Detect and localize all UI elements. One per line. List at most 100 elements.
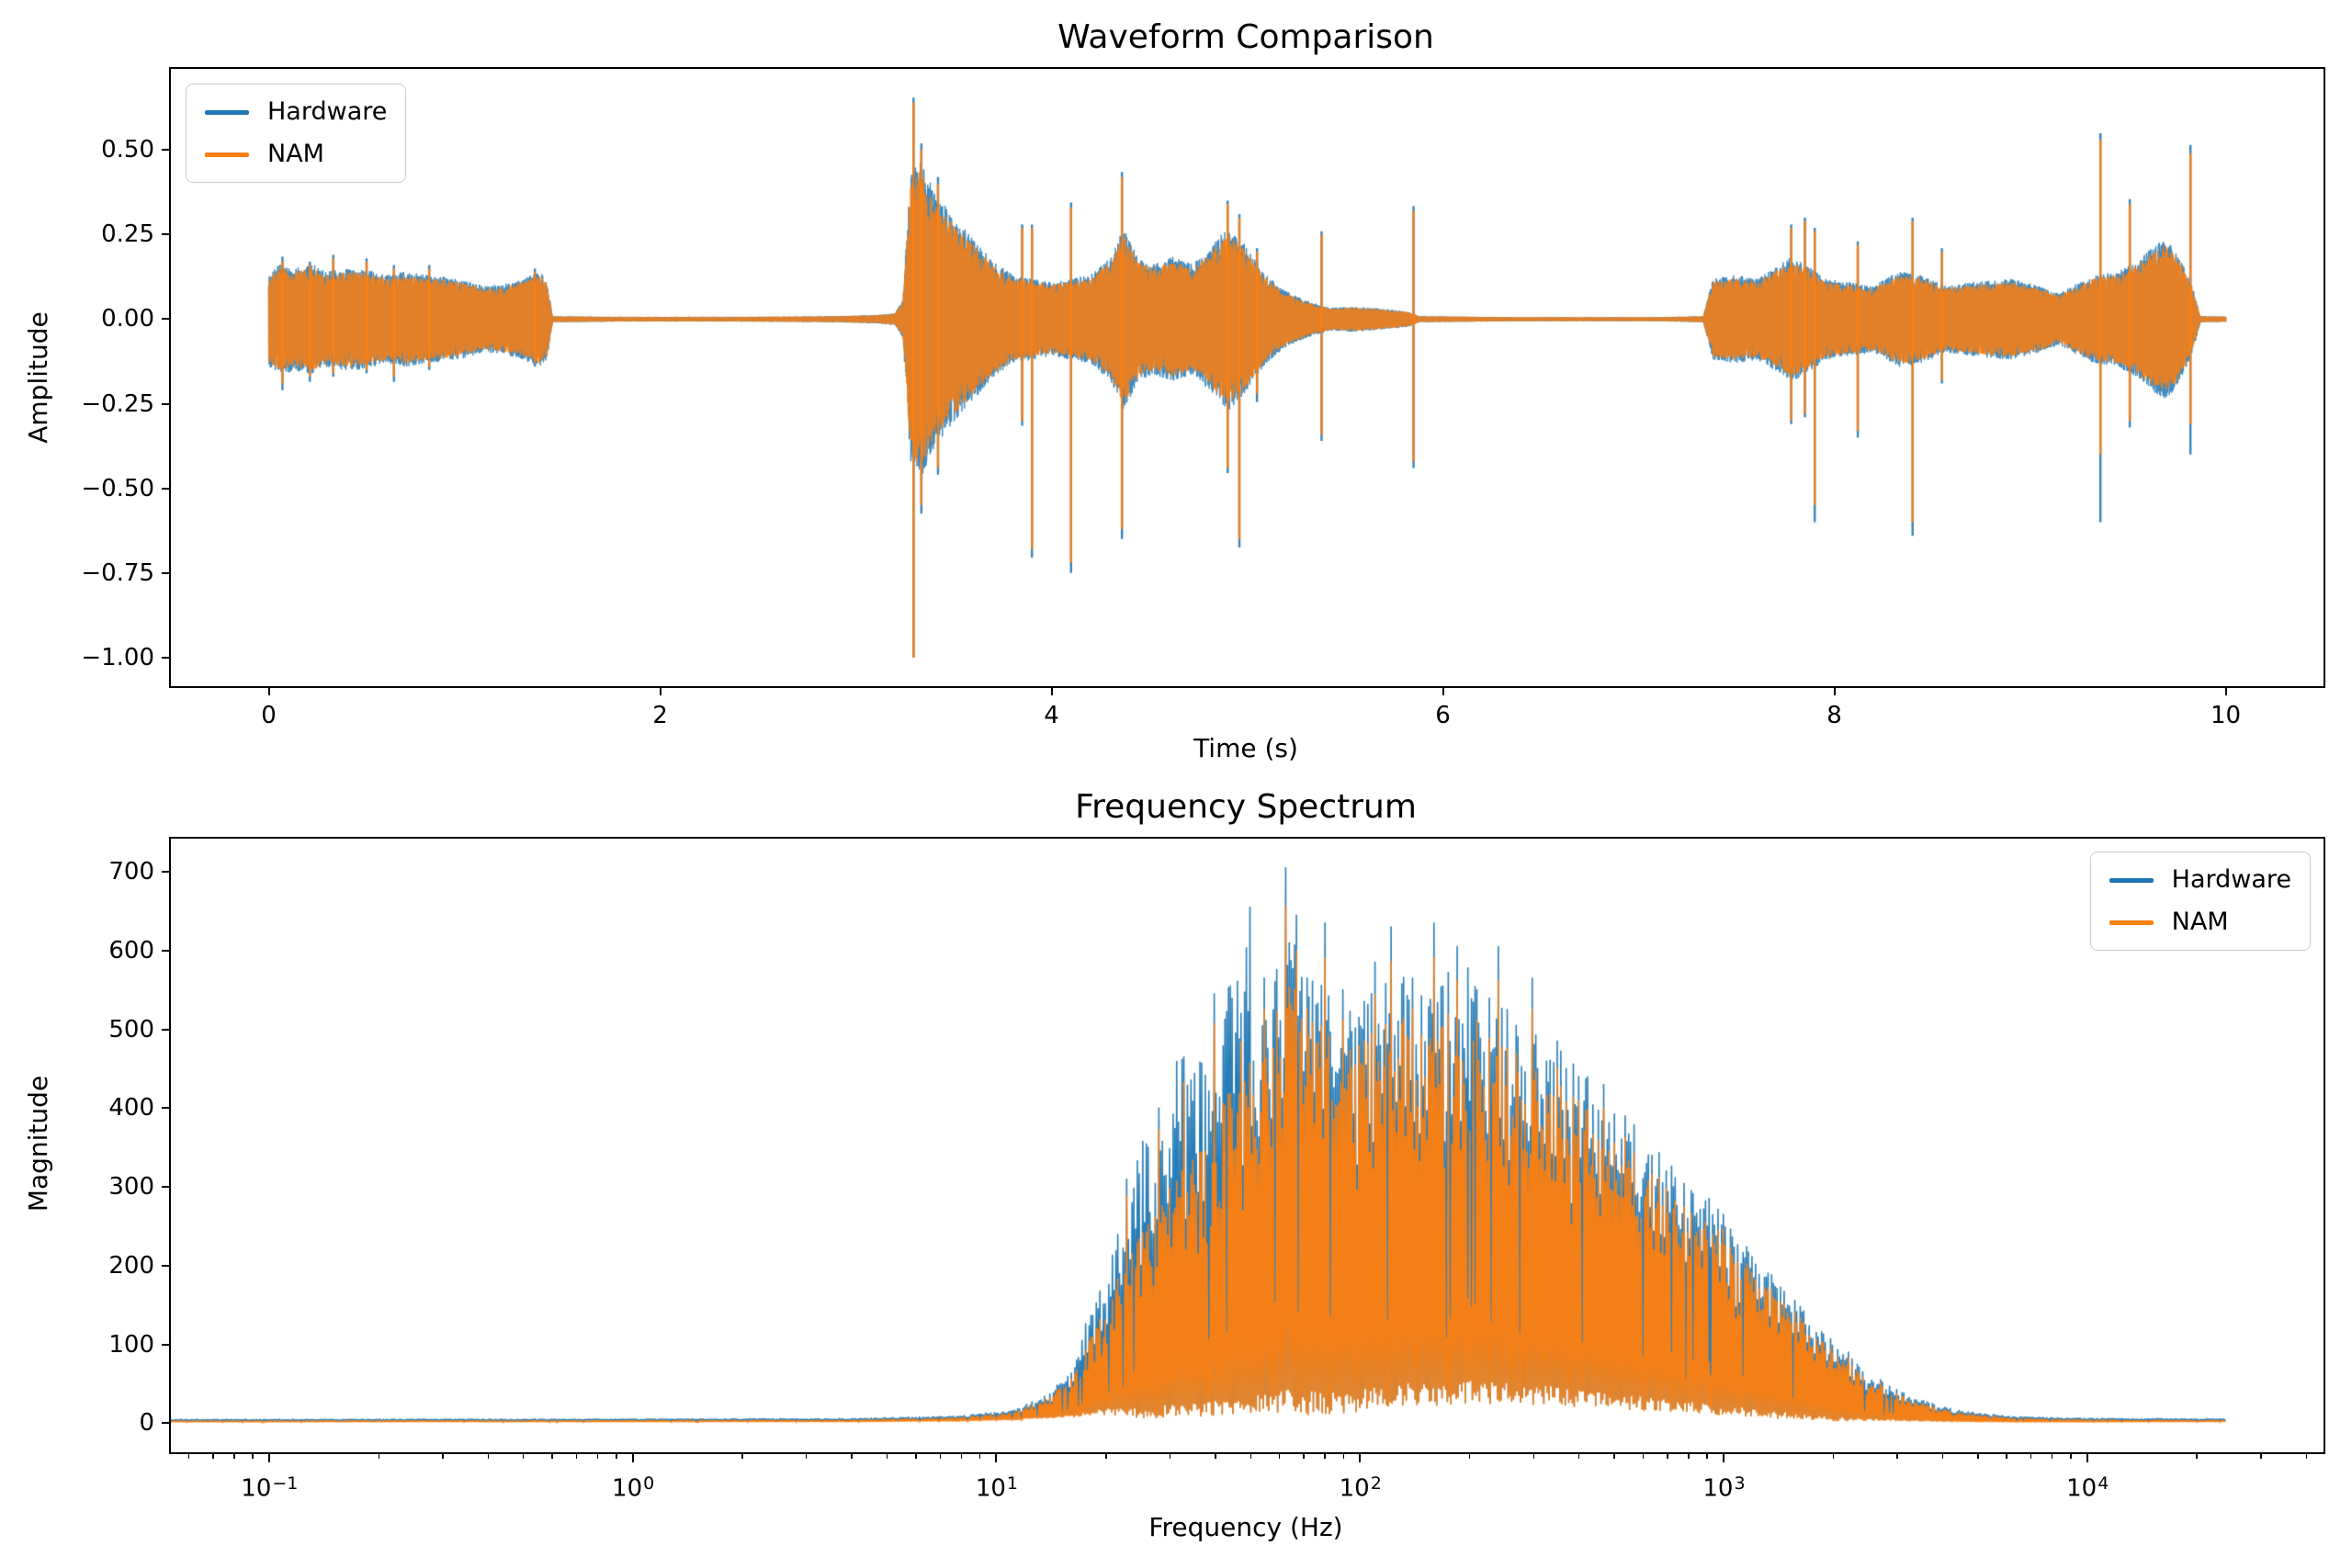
x-minor-tick [1169,1454,1171,1459]
legend-line-swatch [205,109,249,115]
x-minor-tick [1667,1454,1668,1459]
waveform-xlabel: Time (s) [1193,733,1298,763]
y-tick [162,949,169,952]
x-tick [995,1454,998,1462]
x-tick [1833,688,1836,695]
y-tick-label: −0.25 [81,389,154,418]
x-minor-tick [1896,1454,1898,1459]
x-minor-tick [1706,1454,1708,1459]
legend-entry-nam: NAM [205,140,387,169]
y-tick [162,487,169,490]
x-tick-label: 103 [1702,1473,1746,1503]
x-minor-tick [1977,1454,1979,1459]
x-minor-tick [551,1454,553,1459]
x-minor-tick [978,1454,981,1459]
y-tick-label: 0.25 [101,220,154,249]
x-minor-tick [187,1454,190,1459]
x-minor-tick [1250,1454,1252,1459]
x-minor-tick [1105,1454,1107,1459]
x-tick [267,1454,270,1462]
y-tick [162,1264,169,1267]
x-minor-tick [2070,1454,2072,1459]
x-minor-tick [2305,1454,2308,1459]
x-minor-tick [1468,1454,1471,1459]
x-minor-tick [616,1454,617,1459]
y-tick [162,656,169,659]
y-tick-label: 600 [108,936,154,964]
x-minor-tick [2030,1454,2032,1459]
y-tick-label: 300 [108,1173,154,1201]
x-tick-label: 6 [1435,702,1451,729]
x-tick-label: 102 [1339,1473,1382,1503]
x-tick-label: 0 [261,702,277,729]
legend-entry-hardware: Hardware [205,97,387,127]
x-minor-tick [915,1454,917,1459]
y-tick-label: 100 [108,1330,154,1359]
x-minor-tick [1215,1454,1216,1459]
x-minor-tick [2260,1454,2262,1459]
y-tick [162,1186,169,1189]
x-minor-tick [1688,1454,1690,1459]
x-tick-label: 4 [1044,702,1059,729]
y-tick-label: −1.00 [81,643,154,671]
legend-entry-hardware: Hardware [2109,865,2291,895]
x-minor-tick [378,1454,379,1459]
spectrum-canvas [171,839,2324,1452]
waveform-canvas [171,69,2324,686]
y-tick-label: 700 [108,858,154,886]
x-minor-tick [805,1454,808,1459]
y-tick [162,1028,169,1031]
y-tick-label: 0.00 [101,305,154,333]
x-tick [631,1454,634,1462]
x-minor-tick [1577,1454,1580,1459]
x-tick-label: 104 [2066,1473,2109,1503]
x-tick-label: 100 [612,1473,655,1503]
spectrum-legend[interactable]: Hardware NAM [2089,852,2311,951]
x-tick-label: 8 [1826,702,1842,729]
x-minor-tick [939,1454,942,1459]
y-tick-label: 0 [139,1409,154,1438]
x-minor-tick [575,1454,578,1459]
waveform-axes: Hardware NAM [169,67,2325,688]
legend-line-swatch [205,152,249,157]
legend-line-swatch [2109,919,2154,925]
x-tick [1442,688,1444,695]
y-tick [162,1422,169,1425]
spectrum-axes: Hardware NAM [169,837,2325,1454]
y-tick [162,233,169,236]
x-tick-label: 10 [2210,702,2242,729]
legend-entry-nam: NAM [2109,908,2291,937]
x-tick [1722,1454,1724,1462]
y-tick [162,871,169,873]
x-tick [1359,1454,1362,1462]
x-tick-label: 10−1 [241,1473,299,1503]
y-tick [162,149,169,152]
legend-label: Hardware [2171,865,2291,894]
x-minor-tick [886,1454,888,1459]
x-tick [2086,1454,2088,1462]
x-tick-label: 101 [975,1473,1018,1503]
spectrum-title: Frequency Spectrum [1075,788,1417,826]
y-tick-label: −0.75 [81,558,154,587]
x-minor-tick [442,1454,444,1459]
waveform-legend[interactable]: Hardware NAM [186,84,407,183]
x-minor-tick [487,1454,490,1459]
x-minor-tick [233,1454,235,1459]
x-minor-tick [1278,1454,1281,1459]
x-minor-tick [212,1454,214,1459]
x-minor-tick [1324,1454,1326,1459]
y-tick [162,1107,169,1110]
waveform-title: Waveform Comparison [1057,18,1434,56]
x-minor-tick [252,1454,254,1459]
x-minor-tick [1613,1454,1615,1459]
legend-label: NAM [2171,908,2229,936]
y-tick-label: −0.50 [81,474,154,502]
x-minor-tick [1832,1454,1835,1459]
x-minor-tick [741,1454,743,1459]
y-tick [162,1343,169,1346]
y-tick-label: 400 [108,1094,154,1122]
y-tick-label: 500 [108,1015,154,1043]
x-minor-tick [1941,1454,1944,1459]
x-minor-tick [1532,1454,1535,1459]
